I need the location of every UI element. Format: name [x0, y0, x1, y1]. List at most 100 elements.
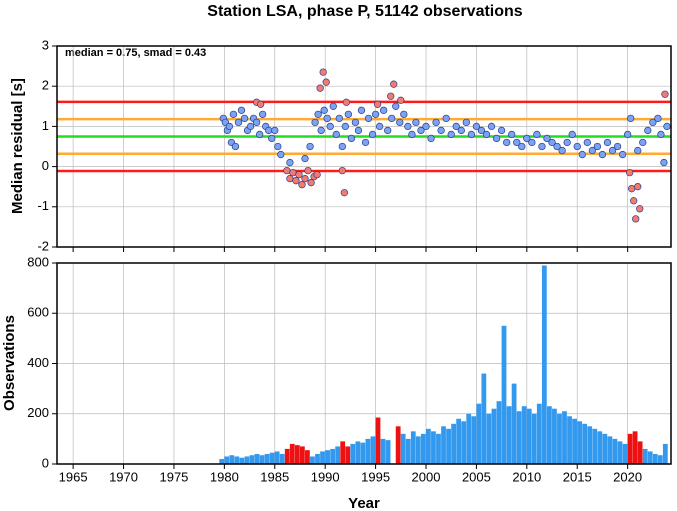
data-point: [400, 110, 408, 118]
data-point: [578, 150, 586, 159]
data-point: [533, 130, 541, 139]
data-point: [558, 146, 566, 155]
bar: [567, 416, 572, 464]
y-tick-label: 600: [27, 305, 49, 320]
data-point: [442, 114, 450, 123]
bar: [446, 428, 451, 464]
bar: [415, 436, 421, 464]
bar: [496, 401, 502, 464]
bar: [330, 448, 336, 464]
bar: [254, 453, 260, 464]
plot-frame: [56, 262, 672, 465]
y-tick-label: -1: [37, 198, 49, 213]
x-tick-label: 2005: [462, 469, 491, 484]
data-point: [351, 118, 360, 127]
bar: [521, 406, 527, 464]
data-point: [593, 142, 602, 151]
data-point: [513, 138, 521, 147]
y-tick-label: 2: [42, 78, 49, 93]
bar: [652, 453, 658, 464]
data-point: [397, 96, 405, 104]
data-point: [390, 80, 398, 88]
data-point: [543, 134, 551, 143]
bar: [229, 455, 235, 464]
bar: [466, 413, 472, 464]
bar: [577, 421, 583, 464]
data-point: [404, 122, 412, 131]
data-point: [354, 126, 363, 135]
data-point: [289, 168, 297, 177]
data-point: [623, 130, 632, 139]
bar: [395, 426, 401, 464]
data-point: [457, 126, 465, 135]
annotation: median = 0.75, smad = 0.43: [65, 47, 206, 59]
bar: [501, 325, 507, 464]
bar: [476, 403, 482, 464]
bar: [315, 453, 320, 464]
data-point: [313, 170, 321, 179]
bar: [426, 428, 431, 464]
bar: [355, 441, 361, 464]
data-point: [295, 170, 303, 179]
data-point: [231, 142, 240, 151]
bar: [320, 451, 325, 464]
bar: [340, 441, 346, 464]
bar: [541, 265, 547, 464]
bar: [310, 456, 315, 464]
bar: [375, 417, 381, 464]
data-point: [626, 168, 634, 177]
bar: [617, 441, 623, 464]
bar: [627, 433, 633, 464]
data-point: [508, 130, 516, 139]
bar: [546, 406, 552, 464]
data-point: [492, 134, 501, 143]
bar: [451, 423, 456, 464]
bar: [234, 456, 240, 464]
bar: [410, 431, 416, 464]
bar: [526, 408, 532, 464]
data-point: [628, 185, 636, 193]
data-point: [301, 154, 309, 163]
bar: [420, 433, 426, 464]
y-tick-label: 200: [27, 405, 49, 420]
data-point: [408, 130, 416, 139]
data-point: [432, 118, 440, 127]
x-tick-label: 2000: [412, 469, 441, 484]
data-point: [573, 142, 581, 151]
data-point: [344, 110, 353, 118]
data-point: [286, 175, 294, 183]
data-point: [338, 166, 346, 175]
data-point: [482, 130, 491, 139]
data-point: [613, 142, 622, 151]
data-point: [660, 158, 668, 167]
data-point: [268, 134, 276, 143]
data-point: [661, 90, 669, 98]
x-tick-label: 1985: [260, 469, 289, 484]
data-point: [630, 197, 638, 205]
data-point: [326, 122, 334, 131]
bar: [562, 411, 567, 464]
bar: [294, 445, 300, 464]
bar: [662, 443, 668, 464]
x-tick-label: 1970: [109, 469, 138, 484]
data-point: [306, 142, 314, 151]
bar: [536, 403, 542, 464]
data-point: [412, 118, 420, 127]
bar: [657, 455, 663, 464]
bar: [365, 438, 371, 464]
bar: [289, 443, 295, 464]
y-tick-label: 1: [42, 118, 49, 133]
plot-area: [219, 265, 668, 464]
data-point: [588, 146, 597, 155]
data-point: [371, 110, 380, 118]
bar: [350, 443, 356, 464]
data-point: [636, 205, 644, 213]
bar: [385, 440, 391, 464]
bar: [632, 431, 638, 464]
data-point: [644, 126, 652, 135]
data-point: [304, 166, 312, 175]
data-point: [657, 130, 665, 139]
data-point: [553, 142, 561, 151]
data-point: [392, 102, 400, 110]
data-point: [422, 122, 430, 131]
